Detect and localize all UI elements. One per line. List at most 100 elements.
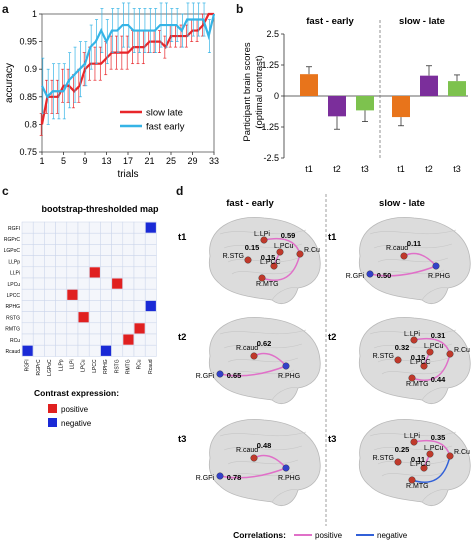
matrix-cell: [111, 322, 124, 335]
connection-positive: [219, 467, 287, 479]
connection-positive: [261, 253, 301, 281]
node-L.PCC: [420, 362, 428, 370]
matrix-cell: [66, 221, 79, 234]
matrix-cell: [133, 255, 146, 268]
brain-gyrus: [231, 471, 295, 477]
node-R.caud: [250, 454, 258, 462]
matrix-cell: [111, 288, 124, 301]
matrix-cell: [133, 300, 146, 312]
time-label: t2: [178, 332, 186, 343]
brain-gyrus: [223, 243, 303, 249]
matrix-cell: [144, 277, 157, 290]
row-label: RGFI: [8, 226, 20, 232]
matrix-cell: [66, 277, 79, 290]
col-label: LPCu: [81, 359, 87, 372]
legend-swatch-positive: [48, 404, 57, 413]
matrix-cell: [21, 277, 34, 290]
matrix-cell: [144, 322, 157, 335]
matrix-cell: [111, 255, 124, 268]
bar-t2: [328, 96, 346, 117]
node-label: R.GFi: [196, 373, 215, 380]
matrix-cell: [32, 277, 45, 290]
matrix-cell: [100, 333, 112, 346]
node-label: R.MTG: [406, 483, 429, 490]
row-label: LGPoC: [4, 248, 21, 254]
matrix-cell: [111, 266, 124, 279]
row-label: LPCu: [7, 282, 20, 288]
matrix-cell: [32, 344, 45, 357]
matrix-cell: [55, 311, 68, 324]
time-label: t2: [328, 332, 336, 343]
node-R.GFi: [216, 370, 224, 378]
brain-left-t2: t2 R.caud R.PHG R.GFi 0.62 0.65: [178, 316, 321, 404]
matrix-cell: [88, 288, 101, 301]
matrix-cell: [77, 277, 90, 290]
node-R.STG: [394, 458, 402, 466]
row-label: RSTG: [6, 315, 20, 321]
category-label: t2: [425, 164, 433, 174]
col-label: LPCC: [92, 359, 98, 373]
matrix-cell: [21, 221, 34, 234]
matrix-cell: [133, 232, 146, 245]
connection-positive: [369, 265, 437, 277]
node-label: R.MTG: [256, 281, 279, 288]
col-label: RMTG: [126, 359, 132, 374]
node-R.caud: [400, 252, 408, 260]
matrix-cell: [100, 300, 112, 312]
legend-negative: negative: [377, 531, 408, 540]
matrix-cell: [122, 311, 135, 324]
matrix-cell: [122, 277, 135, 290]
matrix-cell: [144, 344, 157, 357]
node-label: R.Cu: [454, 449, 470, 456]
y-axis-label: accuracy: [4, 63, 15, 103]
brain-outline: [208, 316, 321, 404]
matrix-cell: [77, 288, 90, 301]
x-tick-label: 21: [144, 156, 154, 166]
matrix-cell: [88, 333, 101, 346]
matrix-cell: [44, 333, 56, 346]
node-R.caud: [250, 352, 258, 360]
brain-right-t1: t1 R.caud R.PHG R.GFi 0.11 0.50: [328, 216, 471, 304]
brain-gyrus: [369, 229, 457, 235]
node-L.LPi: [410, 336, 418, 344]
matrix-cell-positive: [134, 323, 145, 334]
brain-outline: [358, 216, 471, 304]
col-label: RGPrC: [36, 359, 42, 376]
brain-cerebellum: [421, 489, 449, 503]
node-R.Cu: [446, 350, 454, 358]
y-axis-label-sub: (optimal contrast): [254, 55, 265, 128]
brain-gyrus: [373, 343, 453, 349]
group-title: fast - early: [306, 16, 354, 27]
brain-cerebellum: [271, 489, 299, 503]
brain-right-t2: t2 L.LPiL.PCuR.CuR.STGL.PCCR.MTG0.310.320…: [328, 316, 471, 404]
category-label: t3: [453, 164, 461, 174]
legend-entry: slow late: [146, 108, 183, 119]
matrix-cell: [44, 288, 56, 301]
brain-gyrus: [373, 445, 453, 451]
connection-weight: 0.62: [257, 339, 272, 348]
brain-gyrus: [231, 369, 295, 375]
node-R.PHG: [282, 464, 290, 472]
row-label: RMTG: [5, 327, 20, 333]
matrix-cell: [21, 322, 34, 335]
panel-label-d: d: [176, 184, 184, 198]
x-tick-label: 25: [166, 156, 176, 166]
matrix-cell: [100, 311, 112, 324]
connection-weight: 0.25: [395, 445, 410, 454]
brain-cerebellum: [421, 287, 449, 301]
legend-title: Correlations:: [233, 530, 286, 540]
connection-weight: 0.31: [431, 331, 446, 340]
connection-weight: 0.50: [377, 271, 392, 280]
matrix-cell: [32, 311, 45, 324]
connection-positive: [411, 353, 451, 381]
category-label: t1: [397, 164, 405, 174]
matrix-cell: [32, 322, 45, 335]
time-label: t1: [178, 232, 187, 243]
brain-gyrus: [227, 459, 299, 465]
matrix-cell: [100, 322, 112, 335]
matrix-cell-positive: [123, 334, 134, 345]
node-R.STG: [394, 356, 402, 364]
matrix-cell: [122, 344, 135, 357]
legend-negative: negative: [61, 419, 92, 428]
y-tick-label: 0.9: [24, 64, 37, 74]
